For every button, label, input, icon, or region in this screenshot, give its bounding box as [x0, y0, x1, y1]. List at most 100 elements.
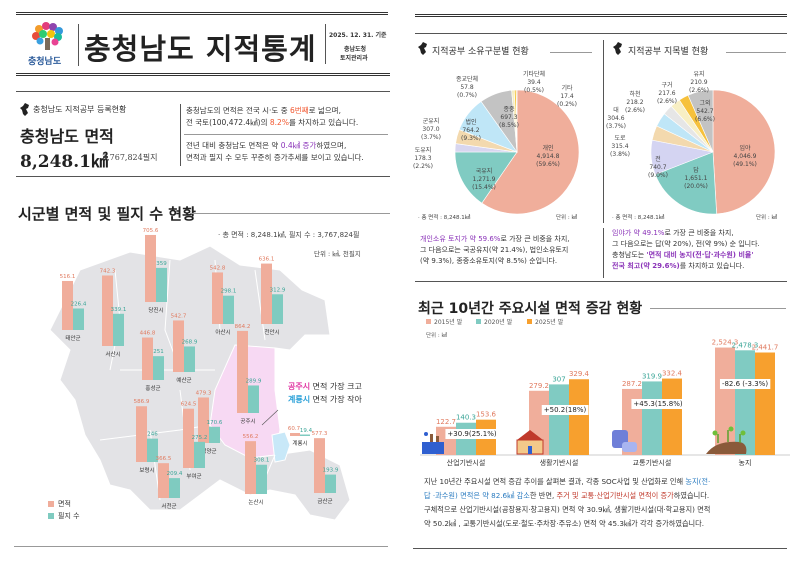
slice-name: 종중: [503, 106, 515, 113]
bar-area: [245, 441, 256, 494]
school-icon: [516, 430, 544, 455]
korea-map-icon: [20, 103, 29, 116]
bar-area: [290, 433, 300, 436]
landuse-chart-title: 지적공부 지목별 현황: [628, 47, 709, 57]
district-bar-chart: 516.1 226.4 태안군 742.3 339.1 서산시 705.6 359 당진시 542…: [60, 228, 339, 510]
summary-subtitle: 충청남도 지적공부 등록현황: [33, 105, 127, 114]
change-label: +30.9(25.1%): [447, 430, 496, 438]
district-name: 금산군: [317, 497, 332, 505]
slice-name: 기타: [561, 84, 573, 92]
slice-pct: (2.2%): [413, 163, 433, 170]
label-parcels: 19.4: [300, 428, 313, 434]
note-largest: 공주시 면적 가장 크고: [288, 382, 362, 391]
bar-area: [183, 408, 194, 468]
slice-pct: (9.0%): [648, 172, 668, 179]
gyeryong-region: [271, 431, 291, 463]
district-name: 보령시: [139, 466, 154, 474]
top-rule: [16, 12, 388, 15]
label-parcels: 209.4: [167, 471, 183, 477]
slice-value: 218.2: [626, 99, 643, 106]
slice-value: 1,651.1: [685, 175, 708, 182]
divider: [184, 134, 388, 135]
trend-bar: [642, 381, 662, 455]
ownership-chart-title: 지적공부 소유구분별 현황: [432, 47, 529, 57]
label-parcels: 251: [153, 349, 164, 355]
divider: [190, 213, 390, 214]
label-parcels: 226.4: [71, 301, 87, 307]
bar-value: 279.2: [529, 382, 549, 390]
category-label: 농지: [739, 458, 752, 467]
district-name: 아산시: [215, 328, 230, 336]
legend-parcels-swatch: [48, 513, 54, 519]
summary-heading: 충청남도 면적: [20, 127, 114, 146]
change-label-bg: [541, 405, 589, 415]
bar-value: 122.7: [436, 418, 456, 426]
bar-parcels: [209, 426, 220, 443]
map-section-title: 시군별 면적 및 필지 수 현황: [18, 205, 196, 223]
label-area: 366.5: [156, 456, 172, 462]
org-name: 충남도청: [344, 46, 367, 53]
slice-pct: (6.6%): [695, 116, 715, 123]
label-parcels: 308.1: [254, 458, 270, 464]
header-rule: [16, 73, 390, 76]
bar-area: [314, 438, 325, 493]
bar-parcels: [325, 474, 336, 493]
divider: [180, 104, 181, 166]
divider: [16, 176, 390, 177]
change-label-bg: [631, 399, 685, 409]
slice-pct: (3.7%): [421, 134, 441, 141]
pie-slice: [515, 89, 518, 153]
bar-area: [173, 320, 184, 372]
slice-value: 1,271.9: [473, 176, 496, 183]
map-unit: 단위 : ㎢, 천필지: [314, 250, 361, 258]
change-label-bg: [445, 429, 499, 439]
chungnam-logo-icon: [32, 22, 63, 50]
slice-value: 304.6: [607, 115, 624, 122]
bar-parcels: [223, 295, 234, 324]
landuse-total: · 총 면적 : 8,248.1㎢: [612, 215, 665, 221]
bar-value: 307: [552, 375, 565, 383]
slice-name: 종교단체: [456, 75, 478, 83]
label-parcels: 193.9: [323, 468, 339, 474]
slice-pct: (2.6%): [689, 87, 709, 94]
legend-2025-label: 2025년 말: [535, 319, 564, 326]
category-label: 산업기반시설: [447, 458, 486, 467]
slice-name: 법인: [465, 118, 476, 126]
dept-name: 토지관리과: [340, 55, 368, 62]
slice-name: 기타단체: [523, 70, 545, 78]
korea-map-icon: [418, 42, 427, 55]
label-area: 705.6: [143, 228, 159, 234]
top-rule: [415, 14, 787, 17]
slice-value: 178.3: [414, 155, 431, 162]
slice-pct: (49.1%): [733, 161, 757, 168]
bar-value: 140.3: [456, 414, 476, 422]
slice-pct: (0.7%): [457, 92, 477, 99]
label-parcels: 298.1: [221, 289, 237, 295]
divider: [415, 281, 787, 282]
legend-2020-label: 2020년 말: [484, 319, 513, 326]
bar-parcels: [256, 464, 267, 494]
ownership-total: · 총 면적 : 8,248.1㎢: [418, 215, 471, 221]
slice-value: 210.9: [690, 79, 707, 86]
trend-summary: 지난 10년간 주요시설 면적 증감 추이를 살펴본 결과, 각종 SOC사업 …: [424, 477, 711, 528]
bar-value: 329.4: [569, 370, 590, 378]
change-label: -82.6 (-3.3%): [722, 380, 768, 388]
bar-parcels: [272, 294, 283, 324]
slice-pct: (15.4%): [472, 184, 496, 191]
slice-pct: (0.5%): [524, 87, 544, 94]
divider: [413, 548, 787, 549]
district-name: 태안군: [65, 334, 80, 342]
slice-value: 542.7: [696, 108, 713, 115]
bar-parcels: [156, 267, 167, 302]
label-area: 479.3: [196, 390, 212, 396]
slice-name: 도로: [614, 135, 626, 142]
pie-slice: [712, 89, 776, 215]
